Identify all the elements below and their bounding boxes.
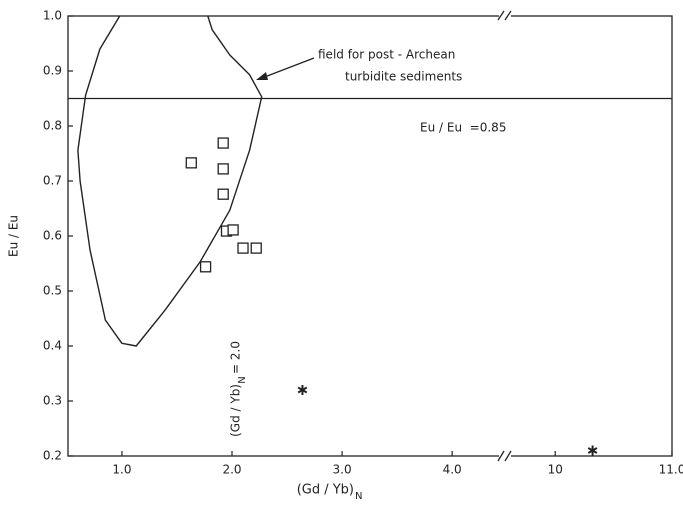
y-tick-label: 0.5 (43, 284, 62, 298)
reference-label: Eu / Eu =0.85 (420, 121, 506, 135)
square-point (217, 188, 229, 200)
y-tick-label: 0.4 (43, 339, 62, 353)
asterisk-point (297, 385, 308, 395)
square-point (217, 137, 229, 149)
y-tick-label: 0.8 (43, 119, 62, 133)
vertical-label: (Gd / Yb) N = 2.0 (229, 341, 249, 437)
x-tick-label: 1.0 (112, 463, 131, 477)
y-tick-label: 0.6 (43, 229, 62, 243)
y-tick-label: 0.3 (43, 394, 62, 408)
square-point (185, 157, 197, 169)
x-axis-label-sub: N (355, 491, 362, 502)
square-point (237, 242, 249, 254)
field-label: turbidite sediments (345, 70, 462, 84)
arrow (256, 57, 315, 80)
x-tick-label: 4.0 (443, 463, 462, 477)
vertical-label-rest: = 2.0 (229, 341, 243, 374)
field-label: field for post - Archean (318, 48, 455, 62)
y-tick-label: 0.7 (43, 174, 62, 188)
square-point (227, 224, 239, 236)
y-tick-label: 1.0 (43, 9, 62, 23)
x-tick-label: 10 (548, 463, 563, 477)
y-tick-label: 0.9 (43, 64, 62, 78)
square-point (199, 261, 212, 273)
asterisk-point (587, 445, 598, 456)
square-point (250, 242, 262, 254)
vertical-label-main: (Gd / Yb) (229, 384, 243, 437)
y-axis-label: Eu / Eu (7, 215, 21, 257)
vertical-label-sub: N (237, 376, 248, 383)
square-point (217, 163, 229, 175)
axis-break (497, 10, 512, 462)
y-tick-label: 0.2 (43, 449, 62, 463)
x-tick-label: 11.0 (659, 463, 683, 477)
x-tick-label: 2.0 (222, 463, 241, 477)
field-curve (77, 15, 263, 347)
x-tick-label: 3.0 (333, 463, 352, 477)
x-axis-label: (Gd / Yb) (297, 483, 354, 498)
